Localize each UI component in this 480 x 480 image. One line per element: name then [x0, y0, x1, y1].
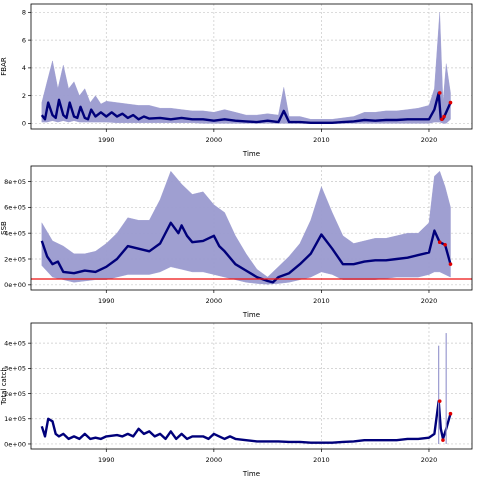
fbar-highlight-point — [437, 91, 442, 95]
catch-y-axis-label: Total catch — [0, 367, 8, 406]
ssb-x-tick-label: 2010 — [313, 297, 330, 305]
ssb-panel: 1990 2000 2010 2020 0e+00 2e+05 4e+05 6e+05 8e+… — [0, 165, 473, 319]
fbar-y-tick-label: 8 — [22, 9, 26, 17]
ssb-y-axis-label: SSB — [0, 221, 8, 235]
ssb-y-tick-label: 0e+00 — [4, 281, 26, 289]
catch-x-ticks: 1990 2000 2010 2020 — [98, 449, 437, 464]
catch-plot-frame — [30, 322, 473, 450]
catch-y-tick-label: 2e+05 — [4, 390, 26, 398]
catch-marks — [40, 333, 453, 444]
catch-panel: 1990 2000 2010 2020 0e+00 1e+05 2e+05 3e+05 4e+… — [0, 322, 473, 478]
ssb-estimate-line — [40, 221, 452, 284]
fbar-panel: 1990 2000 2010 2020 0 2 4 6 8 Time FBAR — [0, 3, 473, 158]
ssb-y-tick-label: 2e+05 — [4, 255, 26, 263]
catch-y-tick-label: 3e+05 — [4, 365, 26, 373]
ssb-x-tick-label: 1990 — [98, 297, 115, 305]
ssb-marks — [31, 170, 472, 285]
fbar-x-tick-label: 1990 — [98, 136, 115, 144]
ssb-y-tick-label: 8e+05 — [4, 178, 26, 186]
fbar-x-ticks: 1990 2000 2010 2020 — [98, 129, 437, 144]
catch-highlight-point — [441, 438, 445, 442]
ssb-highlight-point — [437, 240, 442, 245]
ssb-highlight-point — [448, 262, 453, 266]
fbar-highlight-point — [442, 114, 446, 119]
catch-x-tick-label: 2010 — [313, 456, 330, 464]
fbar-y-tick-label: 6 — [22, 36, 26, 44]
fbar-x-axis-label: Time — [242, 150, 260, 158]
catch-y-tick-label: 1e+05 — [4, 415, 26, 423]
fbar-y-tick-label: 0 — [22, 120, 26, 128]
fbar-y-ticks: 0 2 4 6 8 — [22, 9, 31, 128]
ssb-x-axis-label: Time — [242, 311, 260, 319]
fbar-x-tick-label: 2020 — [421, 136, 438, 144]
ssb-y-ticks: 0e+00 2e+05 4e+05 6e+05 8e+05 — [4, 178, 31, 289]
fbar-marks — [40, 12, 453, 125]
ssb-x-tick-label: 2000 — [206, 297, 223, 305]
ssb-confidence-band — [41, 170, 451, 285]
catch-highlight-point — [437, 399, 442, 403]
catch-estimate-line — [40, 399, 452, 444]
ssb-highlight-point — [443, 242, 447, 247]
catch-highlight-point — [448, 411, 453, 416]
fbar-x-tick-label: 2010 — [313, 136, 330, 144]
ssb-plot-frame — [30, 165, 473, 291]
catch-x-tick-label: 2000 — [206, 456, 223, 464]
fbar-y-tick-label: 2 — [22, 92, 26, 100]
fbar-highlight-point — [440, 117, 444, 122]
ssb-x-ticks: 1990 2000 2010 2020 — [98, 290, 437, 305]
catch-y-tick-label: 0e+00 — [4, 440, 26, 448]
catch-y-tick-label: 4e+05 — [4, 339, 26, 347]
fbar-y-axis-label: FBAR — [0, 57, 8, 76]
ssb-y-tick-label: 4e+05 — [4, 229, 26, 237]
ssb-grid — [31, 166, 472, 290]
fbar-y-tick-label: 4 — [22, 64, 26, 72]
fbar-estimate-line — [40, 91, 452, 125]
catch-x-tick-label: 2020 — [421, 456, 438, 464]
ssb-y-tick-label: 6e+05 — [4, 204, 26, 212]
fbar-plot-frame — [30, 3, 473, 130]
fbar-x-tick-label: 2000 — [206, 136, 223, 144]
catch-x-tick-label: 1990 — [98, 456, 115, 464]
fbar-highlight-point — [448, 100, 453, 105]
catch-grid — [31, 323, 472, 449]
ssb-x-tick-label: 2020 — [421, 297, 438, 305]
catch-y-ticks: 0e+00 1e+05 2e+05 3e+05 4e+05 — [4, 339, 31, 448]
catch-x-axis-label: Time — [242, 470, 260, 478]
